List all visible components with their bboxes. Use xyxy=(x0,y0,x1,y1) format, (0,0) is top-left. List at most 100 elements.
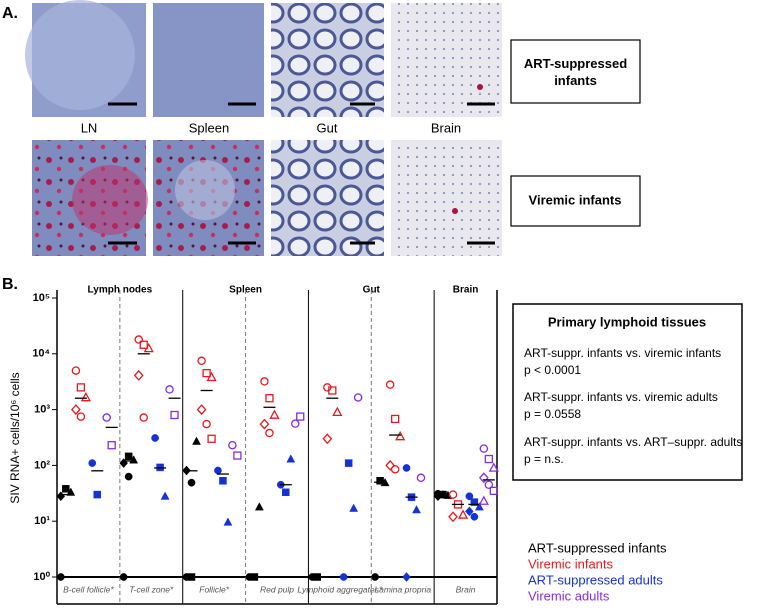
point xyxy=(192,436,201,445)
point xyxy=(76,383,86,392)
point xyxy=(170,410,179,420)
point xyxy=(269,409,280,419)
point xyxy=(102,413,111,422)
point xyxy=(385,459,396,471)
point xyxy=(76,412,86,421)
row-label: ART-suppressed infants xyxy=(523,55,628,88)
point xyxy=(250,573,259,581)
row-label: Viremic infants xyxy=(529,192,622,207)
point xyxy=(139,413,148,422)
point xyxy=(165,385,174,394)
point xyxy=(206,371,217,382)
x-tick-label: T-cell zone* xyxy=(129,584,174,594)
point xyxy=(349,503,359,512)
legend-entry: ART-suppressed adults xyxy=(528,572,663,587)
point xyxy=(233,451,242,460)
point xyxy=(93,490,101,499)
point xyxy=(259,418,270,430)
tissue-label: Gut xyxy=(317,120,338,135)
point xyxy=(151,434,159,442)
legend-entry: Viremic infants xyxy=(528,556,614,571)
point xyxy=(71,404,81,416)
stats-line: ART-suppr. infants vs. viremic infants xyxy=(524,346,721,360)
point xyxy=(332,406,343,417)
point xyxy=(416,473,426,483)
stats-line: p = n.s. xyxy=(524,452,564,466)
point xyxy=(328,386,337,395)
point xyxy=(465,492,474,501)
point xyxy=(286,454,296,463)
micrograph xyxy=(271,140,384,256)
point xyxy=(107,441,116,450)
y-tick-label: 10⁰ xyxy=(33,571,50,583)
x-tick-label: Red pulp xyxy=(260,584,294,594)
point xyxy=(260,377,269,386)
stats-box: Primary lymphoid tissues ART-suppr. infan… xyxy=(524,314,742,466)
point xyxy=(254,502,264,511)
point xyxy=(133,369,144,381)
stats-line: ART-suppr. infants vs. viremic adults xyxy=(524,390,718,404)
point xyxy=(402,572,411,582)
x-tick-label: B-cell follicle* xyxy=(63,584,114,594)
point xyxy=(202,419,211,429)
point xyxy=(56,573,65,581)
micrograph xyxy=(153,3,264,117)
point xyxy=(124,472,133,481)
y-tick-label: 10⁵ xyxy=(33,292,50,304)
point xyxy=(223,517,233,526)
point xyxy=(402,464,411,472)
x-tick-label: Lamina propria xyxy=(374,584,431,594)
point xyxy=(187,573,196,581)
point xyxy=(196,404,207,416)
point xyxy=(291,419,300,428)
point xyxy=(448,490,458,499)
point xyxy=(160,491,170,500)
legend-entry: Viremic adults xyxy=(528,588,610,603)
point xyxy=(62,485,70,493)
tissue-label: Brain xyxy=(431,120,461,135)
point xyxy=(395,430,406,441)
point xyxy=(143,342,154,353)
point xyxy=(282,488,290,497)
point xyxy=(344,459,353,467)
panel-label: A. xyxy=(2,5,18,22)
point xyxy=(488,462,499,472)
point xyxy=(479,444,489,453)
y-tick-label: 10³ xyxy=(34,404,50,416)
point xyxy=(457,509,469,519)
point xyxy=(197,356,206,366)
tissue-label: Spleen xyxy=(189,120,229,135)
point xyxy=(484,480,494,490)
point xyxy=(187,478,196,487)
micrograph xyxy=(391,3,502,117)
point xyxy=(391,414,400,424)
point xyxy=(412,505,421,514)
point xyxy=(134,335,143,344)
legend-entry: ART-suppressed infants xyxy=(528,540,667,555)
point xyxy=(139,340,148,349)
point xyxy=(339,573,348,581)
point xyxy=(470,498,479,506)
panel-label: B. xyxy=(2,276,18,293)
point xyxy=(484,454,493,464)
y-tick-label: 10² xyxy=(34,459,50,471)
point xyxy=(119,573,128,581)
point xyxy=(474,502,484,511)
point xyxy=(265,428,274,438)
stats-line: p = 0.0558 xyxy=(524,407,581,421)
point xyxy=(448,511,458,523)
x-tick-label: Follicle* xyxy=(199,584,229,594)
micrograph xyxy=(271,3,384,117)
micrographs xyxy=(25,0,502,256)
point xyxy=(71,366,81,375)
point xyxy=(88,459,97,467)
point xyxy=(66,487,76,496)
micrograph xyxy=(391,140,502,256)
point xyxy=(124,452,133,461)
point xyxy=(202,369,211,378)
y-axis-label: SIV RNA+ cells/10⁶ cells xyxy=(8,372,22,503)
point xyxy=(207,434,216,443)
